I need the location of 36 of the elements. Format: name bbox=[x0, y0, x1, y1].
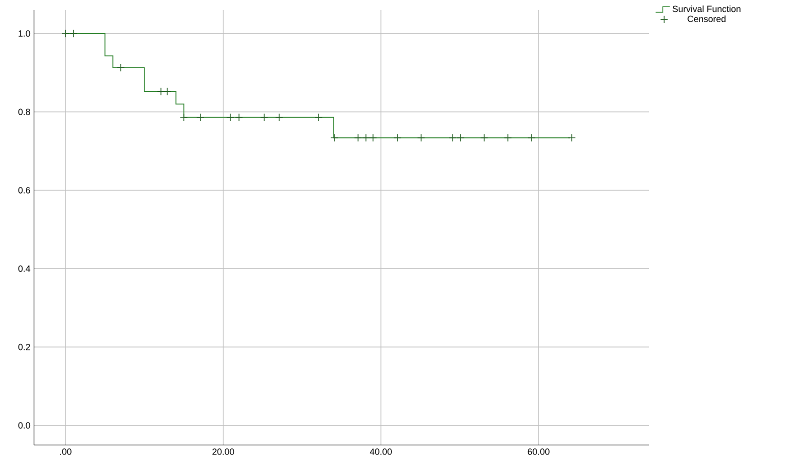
x-tick-label: 20.00 bbox=[212, 448, 234, 455]
point bbox=[504, 134, 512, 142]
point bbox=[448, 134, 457, 142]
point bbox=[260, 113, 268, 122]
point bbox=[156, 88, 165, 96]
legend-label: Censored bbox=[688, 15, 726, 22]
point bbox=[362, 134, 370, 142]
point bbox=[62, 30, 70, 38]
point bbox=[69, 30, 78, 38]
point bbox=[163, 88, 172, 96]
x-tick-label: .00 bbox=[60, 448, 72, 455]
x-tick-label: 60.00 bbox=[528, 448, 550, 455]
point bbox=[275, 113, 284, 122]
y-tick-label: 0.0 bbox=[18, 422, 30, 429]
point bbox=[116, 64, 125, 72]
y-tick-label: 0.8 bbox=[18, 108, 30, 116]
point bbox=[196, 113, 204, 122]
point bbox=[354, 134, 362, 142]
point bbox=[528, 134, 536, 142]
point bbox=[314, 113, 323, 122]
x-tick-label: 40.00 bbox=[370, 448, 392, 455]
y-tick-label: 0.4 bbox=[18, 265, 30, 272]
point bbox=[235, 113, 243, 122]
y-tick-label: 1.0 bbox=[18, 30, 30, 37]
point bbox=[568, 134, 576, 142]
point bbox=[417, 134, 426, 142]
point bbox=[226, 113, 234, 122]
point bbox=[369, 134, 378, 142]
point bbox=[393, 134, 402, 142]
y-tick-label: 0.2 bbox=[18, 344, 30, 350]
point bbox=[330, 134, 338, 142]
y-tick-label: 0.6 bbox=[18, 187, 30, 194]
point bbox=[456, 134, 465, 142]
legend-label: Survival Function bbox=[672, 5, 740, 12]
point bbox=[180, 113, 188, 122]
point bbox=[480, 134, 488, 142]
